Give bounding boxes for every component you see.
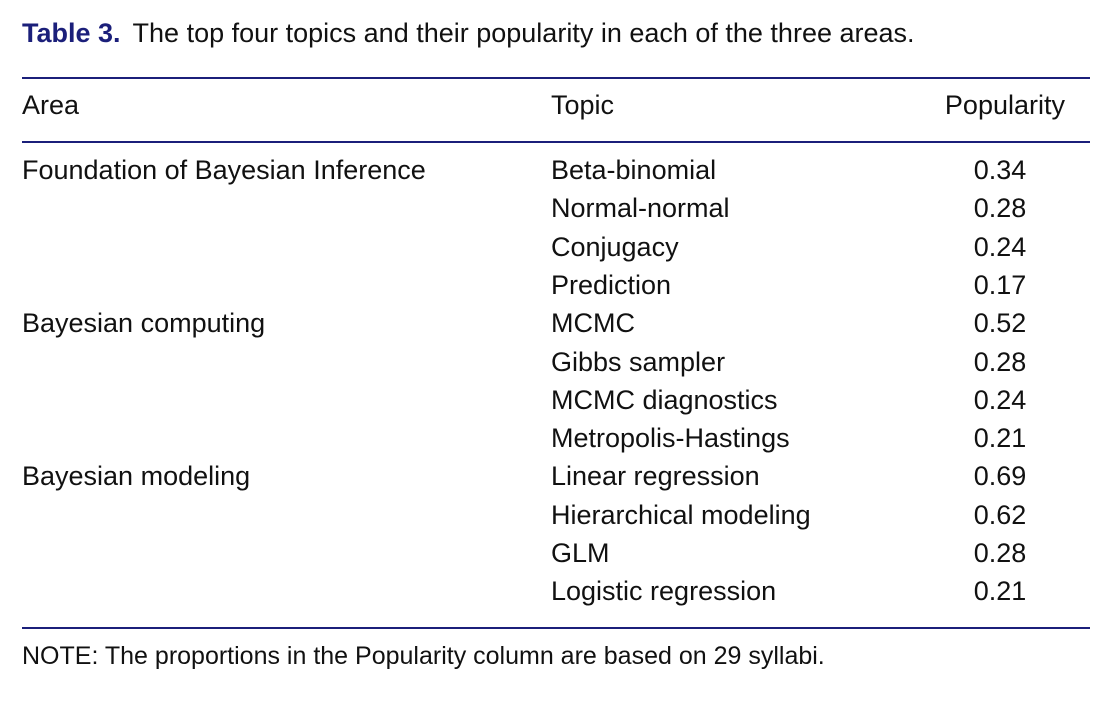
area-cell: Bayesian computing xyxy=(22,308,266,339)
topic-cell: Hierarchical modeling xyxy=(551,499,811,530)
topic-cell: GLM xyxy=(551,538,610,568)
table-row: GLM 0.28 xyxy=(0,538,1103,576)
header-popularity: Popularity xyxy=(944,90,1065,120)
header-area: Area xyxy=(22,90,80,120)
popularity-cell: 0.17 xyxy=(973,269,1027,300)
table-note: NOTE: The proportions in the Popularity … xyxy=(22,642,825,670)
popularity-cell: 0.24 xyxy=(973,384,1027,415)
table-row: Bayesian computing MCMC 0.52 xyxy=(0,308,1103,346)
top-rule xyxy=(22,77,1090,79)
topic-cell: Beta-binomial xyxy=(551,155,717,185)
popularity-cell: 0.21 xyxy=(973,576,1027,607)
popularity-cell: 0.28 xyxy=(973,193,1027,224)
topic-cell: MCMC xyxy=(551,308,635,339)
topic-cell: Prediction xyxy=(551,269,672,300)
table-row: Prediction 0.17 xyxy=(0,270,1103,308)
area-cell: Foundation of Bayesian Inference xyxy=(22,155,426,185)
popularity-cell: 0.28 xyxy=(973,538,1027,568)
table-row: Logistic regression 0.21 xyxy=(0,576,1103,614)
header-rule xyxy=(22,141,1090,143)
popularity-cell: 0.52 xyxy=(973,308,1027,339)
topic-cell: Normal-normal xyxy=(551,193,730,224)
popularity-cell: 0.34 xyxy=(973,155,1027,185)
popularity-cell: 0.69 xyxy=(973,461,1027,492)
topic-cell: Logistic regression xyxy=(551,576,777,607)
table-row: Normal-normal 0.28 xyxy=(0,193,1103,231)
table-row: Conjugacy 0.24 xyxy=(0,232,1103,270)
table-row: Hierarchical modeling 0.62 xyxy=(0,500,1103,538)
popularity-cell: 0.28 xyxy=(973,346,1027,377)
table-row: Foundation of Bayesian Inference Beta-bin… xyxy=(0,155,1103,193)
topic-cell: MCMC diagnostics xyxy=(551,384,778,415)
topic-cell: Gibbs sampler xyxy=(551,346,726,377)
table-caption: Table 3. The top four topics and their po… xyxy=(22,18,915,49)
table-row: Gibbs sampler 0.28 xyxy=(0,347,1103,385)
table-row: MCMC diagnostics 0.24 xyxy=(0,385,1103,423)
table-label: Table 3. xyxy=(22,18,121,48)
bottom-rule xyxy=(22,627,1090,629)
header-topic: Topic xyxy=(551,90,615,120)
table-row: Metropolis-Hastings 0.21 xyxy=(0,423,1103,461)
topic-cell: Linear regression xyxy=(551,461,760,492)
topic-cell: Metropolis-Hastings xyxy=(551,423,790,454)
popularity-cell: 0.62 xyxy=(973,499,1027,530)
popularity-cell: 0.21 xyxy=(973,423,1027,454)
popularity-cell: 0.24 xyxy=(973,231,1027,262)
topic-cell: Conjugacy xyxy=(551,231,679,262)
caption-text: The top four topics and their popularity… xyxy=(132,18,915,48)
table-row: Bayesian modeling Linear regression 0.69 xyxy=(0,461,1103,499)
area-cell: Bayesian modeling xyxy=(22,461,251,492)
